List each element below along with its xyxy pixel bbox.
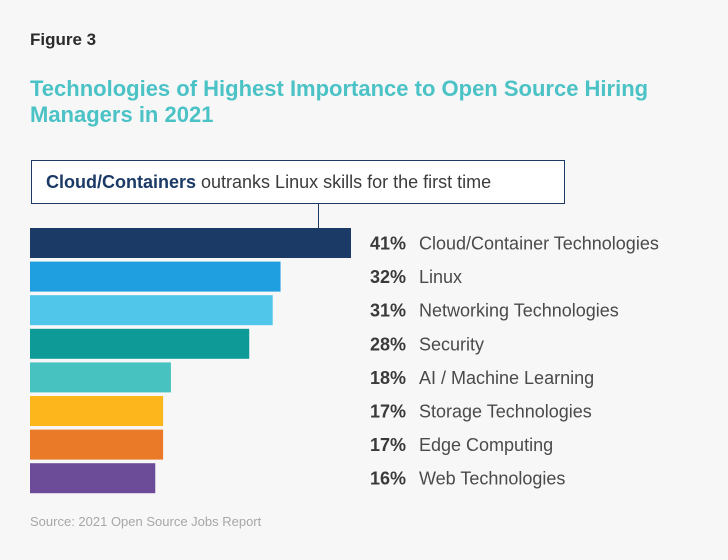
value-label: 16% bbox=[370, 469, 406, 489]
category-label: AI / Machine Learning bbox=[419, 368, 594, 388]
bar-6 bbox=[30, 396, 164, 426]
bar-2 bbox=[30, 261, 281, 292]
callout-box: Cloud/Containers outranks Linux skills f… bbox=[31, 160, 565, 204]
value-label: 28% bbox=[370, 334, 406, 354]
category-label: Cloud/Container Technologies bbox=[419, 234, 659, 254]
category-label: Web Technologies bbox=[419, 469, 565, 489]
category-label: Security bbox=[419, 334, 484, 354]
bar-5 bbox=[30, 362, 171, 393]
category-label: Storage Technologies bbox=[419, 402, 592, 422]
chart-title: Technologies of Highest Importance to Op… bbox=[30, 76, 649, 127]
category-label: Networking Technologies bbox=[419, 301, 619, 321]
bar-4 bbox=[30, 328, 250, 359]
bar-7 bbox=[30, 429, 164, 460]
value-label: 17% bbox=[370, 402, 406, 422]
value-label: 17% bbox=[370, 435, 406, 455]
category-label: Linux bbox=[419, 267, 462, 287]
callout-connector bbox=[318, 204, 319, 228]
callout-highlight: Cloud/Containers bbox=[46, 171, 197, 192]
bar-1 bbox=[30, 228, 351, 258]
source-note: Source: 2021 Open Source Jobs Report bbox=[30, 514, 262, 529]
value-label: 18% bbox=[370, 368, 406, 388]
category-label: Edge Computing bbox=[419, 435, 553, 455]
value-label: 31% bbox=[370, 301, 406, 321]
bar-3 bbox=[30, 295, 273, 326]
value-label: 41% bbox=[370, 234, 406, 254]
value-label: 32% bbox=[370, 267, 406, 287]
figure-label: Figure 3 bbox=[30, 30, 97, 49]
bar-8 bbox=[30, 463, 156, 494]
callout-text: outranks Linux skills for the first time bbox=[196, 171, 492, 192]
